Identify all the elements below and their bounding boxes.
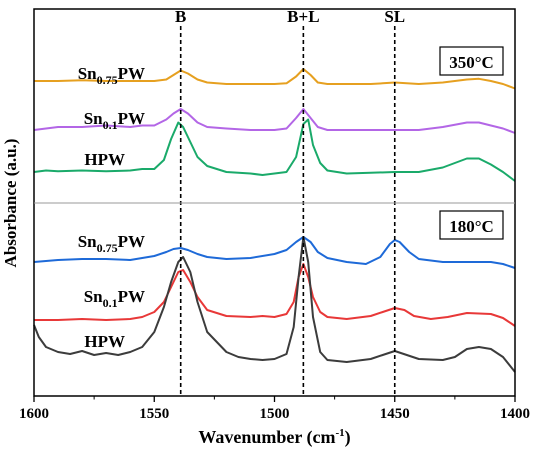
temp-label-180: 180°C — [449, 217, 494, 236]
y-axis-label: Absorbance (a.u.) — [1, 139, 20, 268]
spectrum-line-350c-1 — [33, 108, 516, 134]
series-label-180c-0: Sn0.75PW — [78, 232, 145, 255]
temp-box-top: 350°C — [439, 46, 504, 76]
spectrum-line-350c-2 — [33, 118, 516, 182]
x-axis-ticks: 1600 1550 1500 1450 1400 — [19, 396, 530, 422]
temp-label-350: 350°C — [449, 53, 494, 72]
x-tick-label-1550: 1550 — [139, 406, 169, 422]
x-axis-label-sup: -1 — [335, 427, 344, 439]
peak-markers: B B+L SL — [175, 7, 405, 396]
series-label-180c-1: Sn0.1PW — [84, 287, 145, 310]
x-axis-label-tail: ) — [345, 427, 351, 448]
x-axis-label: Wavenumber (cm-1) — [198, 427, 350, 448]
peak-label-sl: SL — [384, 7, 405, 26]
series-label-350c-1: Sn0.1PW — [84, 109, 145, 132]
spectrum-line-350c-0 — [34, 68, 516, 90]
x-axis-label-main: Wavenumber (cm — [198, 427, 335, 448]
temp-box-bottom: 180°C — [439, 210, 504, 240]
x-tick-label-1600: 1600 — [19, 406, 49, 422]
x-tick-label-1400: 1400 — [500, 406, 530, 422]
x-tick-label-1500: 1500 — [260, 406, 290, 422]
peak-label-bplusl: B+L — [287, 7, 319, 26]
spectrum-line-180c-2 — [33, 236, 516, 373]
spectrum-line-180c-0 — [33, 236, 516, 269]
series-layer — [33, 68, 516, 373]
series-label-350c-2: HPW — [84, 150, 125, 169]
peak-label-b: B — [175, 7, 186, 26]
x-tick-label-1450: 1450 — [380, 406, 410, 422]
spectrum-line-180c-1 — [34, 263, 516, 327]
series-labels: Sn0.75PW Sn0.1PW HPW Sn0.75PW Sn0.1PW HPW — [78, 64, 145, 351]
series-label-180c-2: HPW — [84, 332, 125, 351]
series-label-350c-0: Sn0.75PW — [78, 64, 145, 87]
